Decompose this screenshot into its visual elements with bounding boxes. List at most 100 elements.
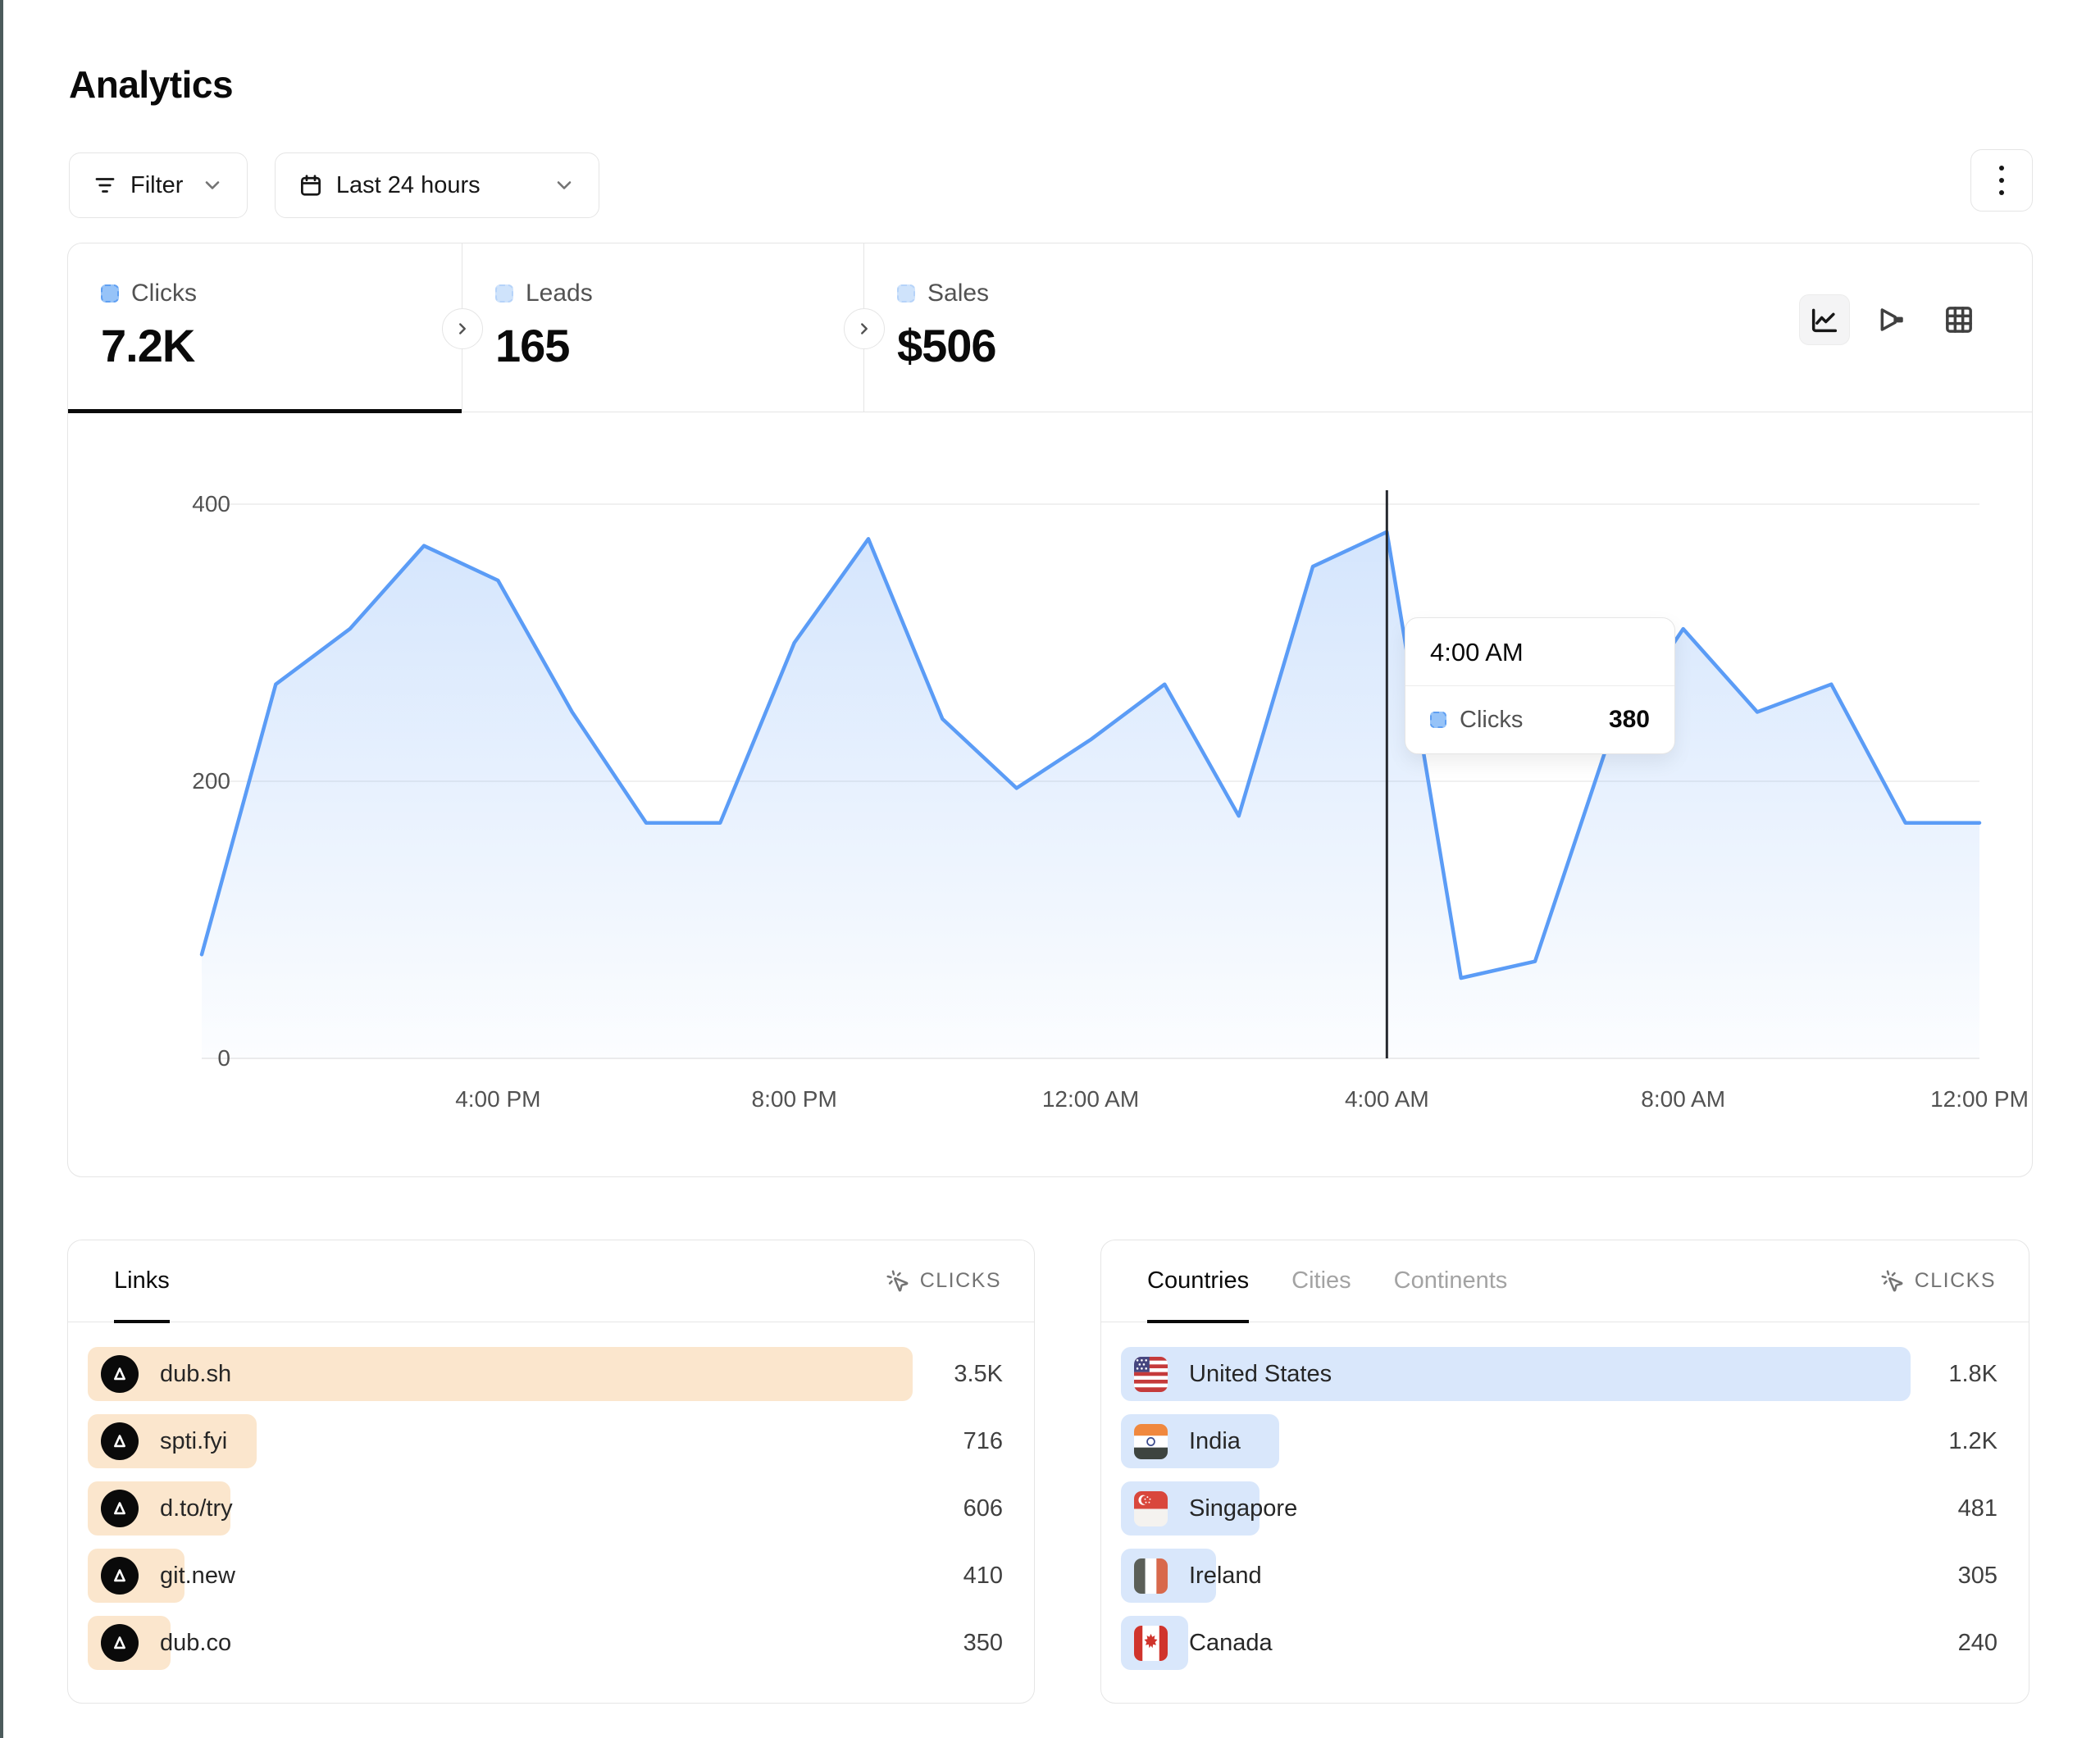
chevron-down-icon [557, 181, 572, 189]
link-row[interactable]: git.new 410 [88, 1542, 1014, 1609]
links-metric-label: CLICKS [919, 1269, 1001, 1292]
y-axis-label: 0 [217, 1045, 230, 1071]
links-panel: Links CLICKS dub.sh 3.5K spti.fyi 716 d.to/t… [67, 1240, 1035, 1704]
row-value: 305 [1957, 1562, 1998, 1589]
row-content: d.to/try [101, 1475, 233, 1542]
left-edge-divider [0, 0, 3, 1738]
country-row[interactable]: Canada 240 [1121, 1609, 2009, 1677]
clicks-legend-swatch [101, 284, 119, 303]
row-value: 410 [963, 1562, 1003, 1589]
tooltip-value: 380 [1608, 706, 1650, 733]
country-row[interactable]: Singapore 481 [1121, 1475, 2009, 1542]
dub-logo-avatar [101, 1624, 139, 1662]
tab-sales-label: Sales [927, 280, 990, 307]
filter-icon [95, 178, 115, 193]
row-content: India [1134, 1408, 1241, 1475]
country-row[interactable]: United States 1.8K [1121, 1340, 2009, 1408]
metric-tabs-row: Clicks 7.2K Leads 165 Sales $506 [68, 243, 2032, 413]
tooltip-series-swatch [1430, 712, 1446, 728]
tab-countries-label: Countries [1147, 1267, 1250, 1294]
date-range-button[interactable]: Last 24 hours [274, 152, 599, 218]
line-chart-icon [1811, 308, 1838, 333]
tab-cities[interactable]: Cities [1291, 1240, 1351, 1322]
dub-logo-avatar [101, 1355, 139, 1393]
tab-continents[interactable]: Continents [1394, 1240, 1508, 1322]
tab-leads[interactable]: Leads 165 [462, 243, 863, 412]
tab-leads-label: Leads [526, 280, 593, 307]
row-value: 3.5K [954, 1360, 1003, 1387]
funnel-chart-icon [1880, 308, 1903, 331]
chevron-down-icon [206, 181, 220, 189]
row-content: dub.sh [101, 1340, 231, 1408]
row-value: 1.2K [1948, 1427, 1998, 1454]
tooltip-series-label: Clicks [1460, 706, 1524, 733]
funnel-view-button[interactable] [1866, 294, 1917, 345]
row-value: 240 [1957, 1629, 1998, 1656]
area-chart-canvas[interactable] [68, 412, 2031, 1176]
x-axis-label: 8:00 PM [751, 1086, 837, 1112]
clicks-chart[interactable]: 4:00 AM Clicks 380 400 200 0 4:00 PM 8:00 PM… [68, 412, 2032, 1176]
tab-sales-value: $506 [897, 320, 997, 371]
page-title: Analytics [69, 63, 234, 106]
sales-legend-swatch [897, 284, 915, 303]
ca-flag-icon [1134, 1625, 1168, 1661]
x-axis-label: 4:00 AM [1344, 1086, 1429, 1112]
dub-logo-avatar [101, 1422, 139, 1460]
tooltip-time: 4:00 AM [1405, 618, 1674, 686]
row-label: spti.fyi [160, 1427, 228, 1454]
dub-logo-avatar [101, 1557, 139, 1595]
row-value: 1.8K [1948, 1360, 1998, 1387]
link-row[interactable]: d.to/try 606 [88, 1475, 1014, 1542]
y-axis-label: 400 [192, 491, 230, 516]
links-metric-selector[interactable]: CLICKS [886, 1269, 1001, 1294]
clicks-line-series [199, 530, 1982, 980]
country-row[interactable]: India 1.2K [1121, 1408, 2009, 1475]
row-content: Ireland [1134, 1542, 1262, 1609]
row-content: spti.fyi [101, 1408, 227, 1475]
row-content: git.new [101, 1542, 235, 1609]
link-row[interactable]: spti.fyi 716 [88, 1408, 1014, 1475]
kebab-dot [1999, 166, 2004, 171]
y-axis-label: 200 [192, 768, 230, 794]
link-row[interactable]: dub.co 350 [88, 1609, 1014, 1677]
us-flag-icon [1134, 1356, 1168, 1392]
in-flag-icon [1134, 1423, 1168, 1459]
row-content: Canada [1134, 1609, 1273, 1677]
area-fill [202, 531, 1979, 1058]
countries-metric-label: CLICKS [1914, 1269, 1996, 1292]
tab-links-label: Links [114, 1267, 170, 1294]
expand-sales-button[interactable] [844, 308, 885, 349]
tab-sales[interactable]: Sales $506 [864, 243, 1265, 412]
filter-button[interactable]: Filter [69, 152, 248, 218]
row-label: dub.sh [160, 1360, 232, 1387]
leads-legend-swatch [495, 284, 513, 303]
row-value: 606 [963, 1495, 1003, 1522]
table-view-button[interactable] [1934, 294, 1984, 345]
x-axis-label: 12:00 AM [1041, 1086, 1140, 1112]
country-row[interactable]: Ireland 305 [1121, 1542, 2009, 1609]
cursor-click-icon [1881, 1270, 1903, 1291]
countries-metric-selector[interactable]: CLICKS [1880, 1269, 1996, 1294]
tab-clicks-label: Clicks [131, 280, 197, 307]
chevron-right-icon [861, 323, 868, 334]
expand-leads-button[interactable] [442, 308, 483, 349]
tab-countries[interactable]: Countries [1147, 1240, 1250, 1323]
row-content: Singapore [1134, 1475, 1297, 1542]
row-label: Ireland [1189, 1562, 1262, 1589]
row-value: 481 [1957, 1495, 1998, 1522]
chevron-right-icon [459, 323, 466, 334]
chart-tooltip: 4:00 AM Clicks 380 [1405, 617, 1675, 754]
link-row[interactable]: dub.sh 3.5K [88, 1340, 1014, 1408]
row-label: United States [1189, 1360, 1332, 1387]
tab-leads-value: 165 [495, 320, 570, 371]
analytics-card: Clicks 7.2K Leads 165 Sales $506 [67, 243, 2033, 1177]
tab-links[interactable]: Links [114, 1240, 170, 1323]
row-label: git.new [160, 1562, 235, 1589]
x-axis-label: 12:00 PM [1930, 1086, 2029, 1112]
links-panel-header: Links CLICKS [68, 1240, 1034, 1323]
calendar-icon [300, 175, 321, 196]
more-options-button[interactable] [1970, 149, 2033, 212]
line-chart-view-button[interactable] [1799, 294, 1850, 345]
row-label: Canada [1189, 1629, 1273, 1656]
tab-clicks[interactable]: Clicks 7.2K [68, 243, 462, 413]
